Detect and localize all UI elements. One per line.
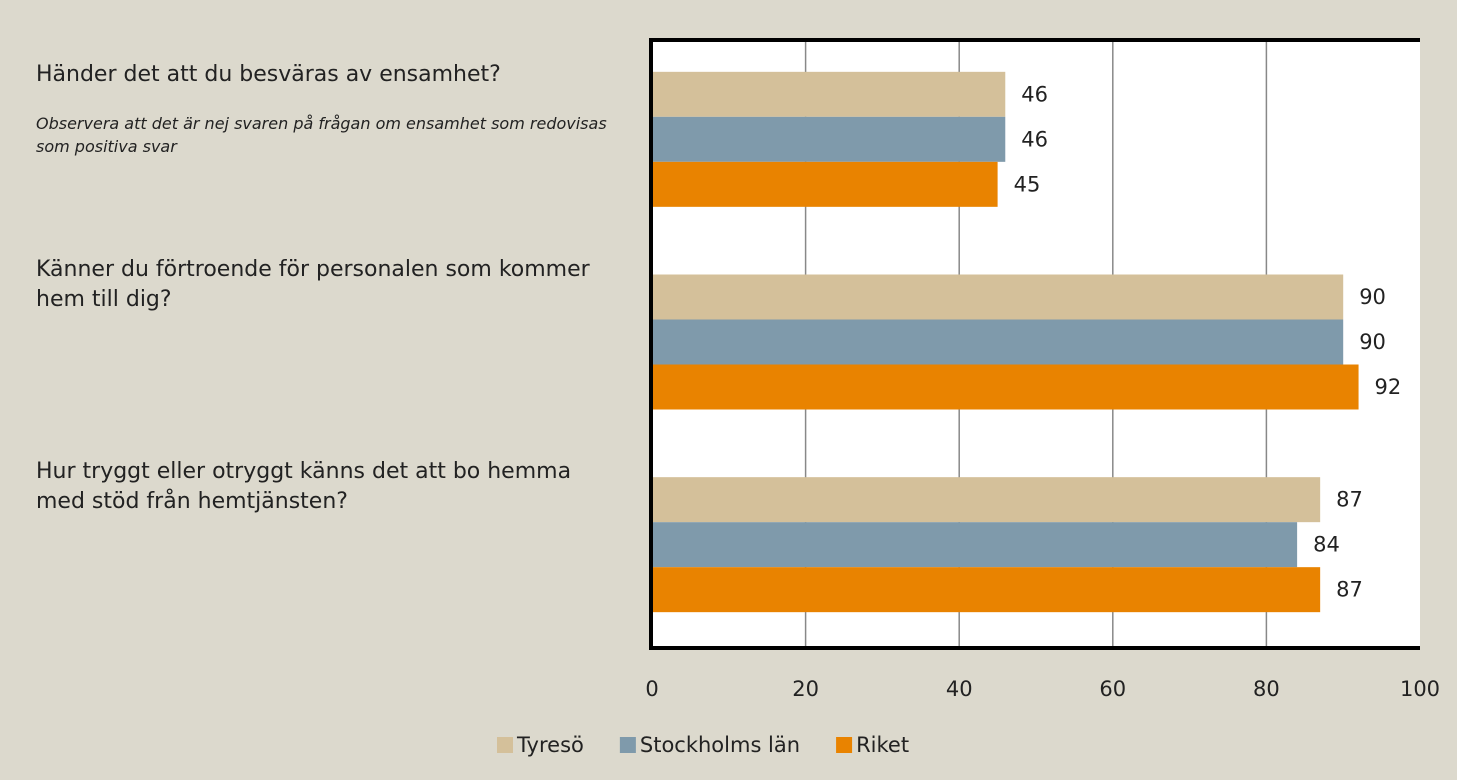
plot-frame — [649, 38, 1420, 650]
legend-label: Tyresö — [516, 733, 584, 757]
bar — [652, 116, 1006, 162]
x-tick-label: 100 — [1400, 677, 1440, 701]
data-label: 87 — [1336, 488, 1363, 512]
bar — [652, 71, 1006, 117]
bar — [652, 364, 1359, 410]
bar — [652, 161, 998, 207]
x-tick-label: 80 — [1253, 677, 1280, 701]
x-tick-label: 40 — [946, 677, 973, 701]
data-label: 87 — [1336, 578, 1363, 602]
annotation: Observera att det är nej svaren på fråga… — [36, 114, 607, 156]
x-tick-label: 60 — [1099, 677, 1126, 701]
legend-label: Stockholms län — [640, 733, 800, 757]
bar — [652, 522, 1298, 568]
legend-swatch — [497, 737, 513, 753]
x-tick-label: 20 — [792, 677, 819, 701]
category-label: Händer det att du besväras av ensamhet? — [36, 62, 501, 87]
bar — [652, 567, 1321, 613]
category-label: Hur tryggt eller otryggt känns det att b… — [36, 459, 572, 515]
data-label: 45 — [1014, 172, 1041, 196]
bar — [652, 319, 1344, 365]
bar — [652, 477, 1321, 523]
data-label: 92 — [1375, 375, 1402, 399]
x-tick-label: 0 — [645, 677, 658, 701]
bar — [652, 274, 1344, 320]
legend-swatch — [619, 737, 636, 753]
data-label: 84 — [1313, 533, 1340, 557]
data-label: 46 — [1021, 82, 1048, 106]
category-label: Känner du förtroende för personalen som … — [36, 256, 590, 312]
legend-swatch — [836, 737, 853, 753]
data-label: 90 — [1359, 330, 1386, 354]
data-label: 90 — [1359, 285, 1386, 309]
data-label: 46 — [1021, 127, 1048, 151]
legend-label: Riket — [856, 733, 909, 757]
